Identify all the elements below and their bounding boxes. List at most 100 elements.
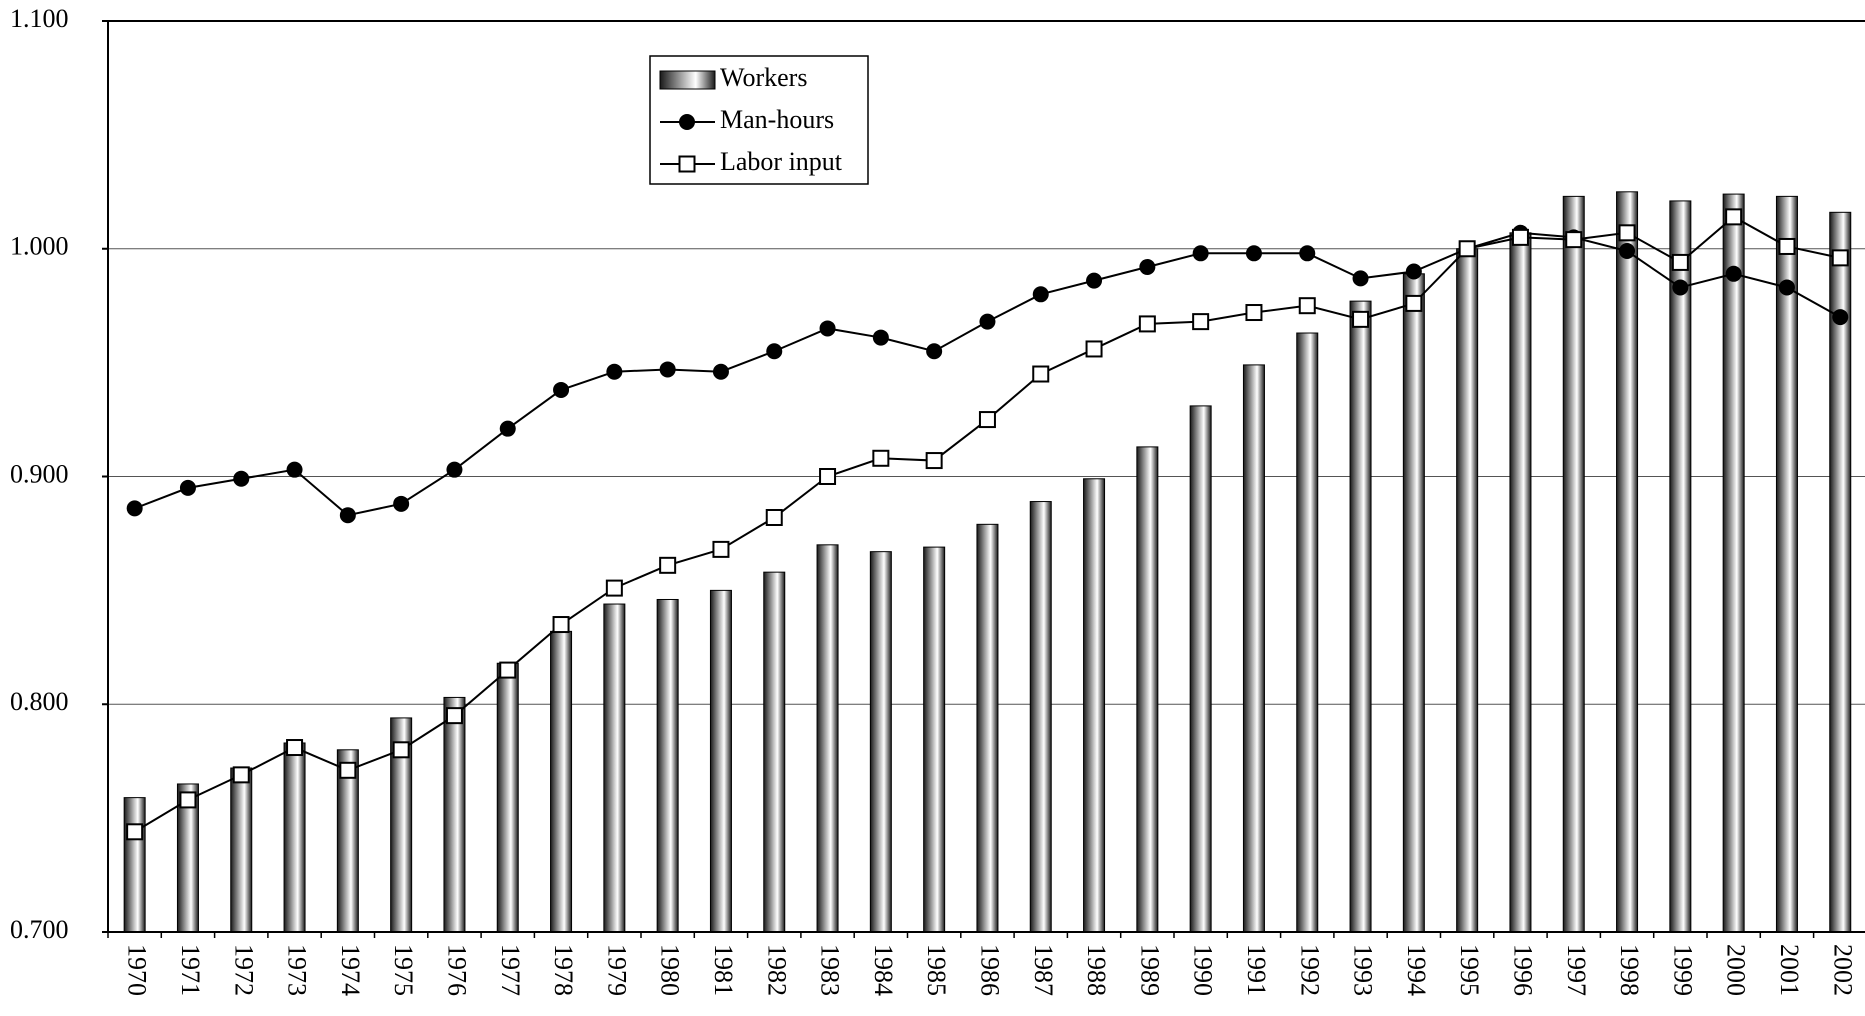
y-tick-label: 0.700 xyxy=(10,915,69,944)
bar xyxy=(1775,195,1798,933)
bar xyxy=(283,742,306,933)
marker xyxy=(925,452,943,470)
x-tick-label: 1998 xyxy=(1615,944,1644,996)
bar xyxy=(976,523,999,933)
x-tick-label: 2001 xyxy=(1775,944,1804,996)
bar xyxy=(1509,232,1532,933)
marker xyxy=(1619,243,1636,260)
marker xyxy=(1618,224,1636,242)
marker xyxy=(1778,279,1795,296)
x-tick-label: 1972 xyxy=(229,944,258,996)
x-tick-label: 1991 xyxy=(1242,944,1271,996)
legend-label: Workers xyxy=(720,63,807,92)
bar xyxy=(1029,501,1052,933)
x-tick-label: 1973 xyxy=(283,944,312,996)
marker xyxy=(979,313,996,330)
bar xyxy=(923,546,946,933)
marker xyxy=(1725,265,1742,282)
marker xyxy=(926,343,943,360)
x-tick-label: 1992 xyxy=(1295,944,1324,996)
x-tick-label: 1986 xyxy=(975,944,1004,996)
marker xyxy=(126,823,144,841)
marker xyxy=(232,766,250,784)
bar xyxy=(1722,193,1745,933)
marker xyxy=(659,361,676,378)
marker xyxy=(712,363,729,380)
x-tick-label: 1983 xyxy=(816,944,845,996)
marker xyxy=(1139,258,1156,275)
x-tick-label: 1975 xyxy=(389,944,418,996)
marker xyxy=(286,739,304,757)
marker xyxy=(1725,208,1743,226)
x-tick-label: 1993 xyxy=(1349,944,1378,996)
y-tick-label: 0.800 xyxy=(10,687,69,716)
marker xyxy=(1405,263,1422,280)
x-tick-label: 1978 xyxy=(549,944,578,996)
bar xyxy=(1189,405,1212,933)
x-tick-label: 1999 xyxy=(1668,944,1697,996)
bar xyxy=(443,696,466,933)
marker xyxy=(1511,228,1529,246)
marker xyxy=(393,495,410,512)
x-tick-label: 1970 xyxy=(123,944,152,996)
bar xyxy=(1083,478,1106,933)
bar xyxy=(496,662,519,933)
legend-label: Labor input xyxy=(720,147,843,176)
marker xyxy=(1832,309,1849,326)
marker xyxy=(446,461,463,478)
marker xyxy=(819,468,837,485)
x-tick-label: 1996 xyxy=(1508,944,1537,996)
x-tick-label: 2000 xyxy=(1722,944,1751,996)
bar xyxy=(1562,195,1585,933)
marker xyxy=(1352,310,1370,328)
x-tick-label: 1977 xyxy=(496,944,525,996)
marker xyxy=(552,616,570,634)
marker xyxy=(1192,313,1210,331)
marker xyxy=(872,329,889,346)
marker xyxy=(126,500,143,517)
x-tick-label: 1980 xyxy=(656,944,685,996)
marker xyxy=(1565,231,1583,249)
marker xyxy=(765,508,783,526)
marker xyxy=(819,320,836,337)
marker xyxy=(1085,340,1103,358)
marker xyxy=(1192,245,1209,262)
x-tick-label: 1997 xyxy=(1562,944,1591,996)
marker xyxy=(499,661,517,679)
bar xyxy=(123,797,146,933)
bar xyxy=(1349,300,1372,933)
x-tick-label: 1987 xyxy=(1029,944,1058,996)
x-tick-label: 1974 xyxy=(336,944,365,996)
marker xyxy=(445,707,463,725)
bar xyxy=(1136,446,1159,933)
bar xyxy=(816,544,839,933)
marker xyxy=(1405,294,1423,312)
bar xyxy=(1296,332,1319,933)
x-tick-label: 1979 xyxy=(602,944,631,996)
marker xyxy=(286,461,303,478)
legend-label: Man-hours xyxy=(720,105,834,134)
marker xyxy=(659,556,677,574)
y-tick-label: 1.000 xyxy=(10,232,69,261)
marker xyxy=(1352,270,1369,287)
bar xyxy=(230,767,253,933)
bar xyxy=(1242,364,1265,933)
x-tick-label: 1985 xyxy=(922,944,951,996)
marker xyxy=(499,420,516,437)
bar xyxy=(709,589,732,933)
marker xyxy=(872,449,890,467)
marker xyxy=(1086,272,1103,289)
marker xyxy=(978,411,996,429)
marker xyxy=(1245,245,1262,262)
marker xyxy=(605,579,623,597)
marker xyxy=(179,791,197,809)
x-tick-label: 1995 xyxy=(1455,944,1484,996)
marker xyxy=(339,507,356,524)
legend-swatch xyxy=(659,70,716,90)
bar xyxy=(1456,248,1479,933)
x-tick-label: 1989 xyxy=(1135,944,1164,996)
marker xyxy=(179,479,196,496)
bar xyxy=(763,571,786,933)
